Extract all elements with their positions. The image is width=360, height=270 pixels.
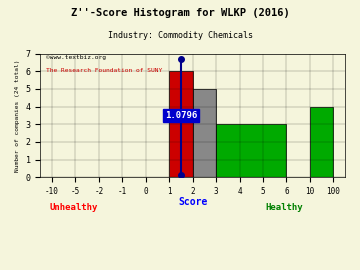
Text: Healthy: Healthy: [266, 202, 303, 211]
Text: Z''-Score Histogram for WLKP (2016): Z''-Score Histogram for WLKP (2016): [71, 8, 289, 18]
Text: Industry: Commodity Chemicals: Industry: Commodity Chemicals: [108, 31, 252, 40]
Bar: [193, 89, 216, 177]
Text: 1.0796: 1.0796: [165, 111, 197, 120]
X-axis label: Score: Score: [178, 197, 207, 207]
Bar: [169, 71, 193, 177]
Text: Unhealthy: Unhealthy: [49, 202, 98, 211]
Text: ©www.textbiz.org: ©www.textbiz.org: [46, 55, 106, 60]
Text: The Research Foundation of SUNY: The Research Foundation of SUNY: [46, 69, 163, 73]
Bar: [310, 107, 333, 177]
Bar: [216, 124, 287, 177]
Y-axis label: Number of companies (24 total): Number of companies (24 total): [15, 59, 20, 172]
